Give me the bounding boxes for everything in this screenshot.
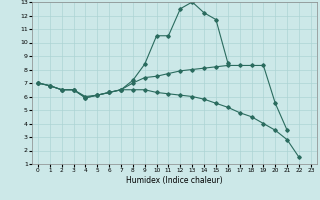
X-axis label: Humidex (Indice chaleur): Humidex (Indice chaleur) [126, 176, 223, 185]
